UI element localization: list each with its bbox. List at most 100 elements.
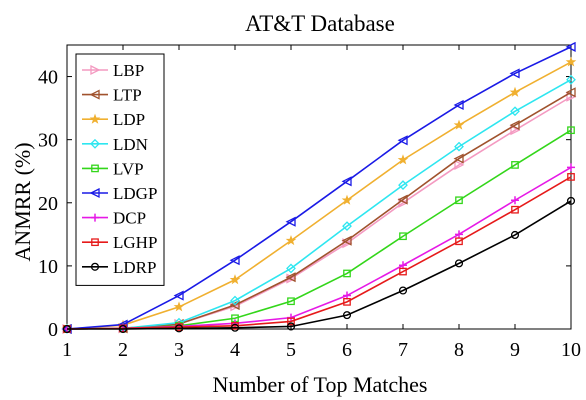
data-point-ldrp (398, 286, 408, 295)
data-point-ltp (229, 299, 240, 311)
data-point-lghp (399, 267, 407, 276)
data-point-lghp (343, 298, 351, 306)
legend-label: LDGP (113, 184, 157, 203)
data-point-ldrp (174, 324, 184, 333)
x-tick-label: 2 (118, 339, 128, 361)
legend-label: LDN (113, 135, 148, 154)
data-point-ldp (397, 154, 409, 165)
x-tick-label: 4 (230, 339, 240, 361)
data-point-ldp (285, 235, 297, 246)
series-ldgp (61, 41, 576, 335)
data-point-ldrp (118, 324, 128, 334)
data-point-ldrp (230, 323, 240, 332)
legend-marker (91, 164, 99, 173)
data-point-lghp (511, 205, 519, 214)
x-tick-label: 6 (342, 339, 352, 361)
y-axis-label: ANMRR (%) (10, 142, 35, 261)
legend-item-dcp: DCP (82, 209, 146, 228)
data-point-ldn (230, 295, 240, 306)
legend-item-lghp: LGHP (82, 233, 157, 252)
legend-marker (90, 64, 101, 76)
data-point-ldgp (341, 176, 352, 187)
data-point-ldn (398, 180, 408, 191)
x-tick-label: 5 (286, 339, 296, 361)
legend-label: LVP (113, 159, 144, 178)
axes: 1 2 3 4 5 6 7 8 9 10 0 10 20 30 40 (38, 44, 581, 361)
y-tick-label: 10 (38, 256, 58, 278)
data-point-lvp (343, 269, 351, 278)
series-layer (61, 41, 577, 335)
y-tick-label: 30 (38, 130, 58, 152)
data-point-ldgp (173, 290, 184, 301)
legend-item-lbp: LBP (82, 61, 144, 80)
series-line-ldrp (67, 200, 572, 330)
series-line-ldp (66, 61, 572, 330)
legend-label: LTP (113, 86, 142, 105)
data-point-ldrp (62, 324, 72, 334)
series-line-ldn (66, 79, 572, 330)
legend-label: LDP (113, 110, 145, 129)
data-point-ldn (510, 106, 520, 117)
data-point-lbp (454, 159, 465, 170)
data-point-lghp (455, 237, 463, 246)
data-point-ltp (341, 235, 352, 246)
x-tick-label: 1 (62, 339, 72, 361)
data-point-ldrp (342, 311, 352, 320)
data-point-dcp (455, 230, 463, 239)
legend-marker (89, 187, 100, 199)
legend-marker (89, 113, 101, 124)
data-point-ldp (453, 119, 465, 130)
data-point-lghp (287, 317, 295, 326)
data-point-ldrp (566, 196, 576, 205)
data-point-ltp (509, 120, 520, 131)
data-point-ldp (341, 194, 353, 205)
data-point-lvp (399, 232, 407, 241)
data-point-ldn (342, 221, 352, 232)
legend-marker (89, 89, 100, 100)
data-point-ldp (509, 86, 521, 97)
series-ldn (62, 74, 576, 334)
legend-item-ltp: LTP (82, 86, 142, 105)
data-point-lvp (511, 161, 519, 169)
plot-frame (66, 44, 572, 330)
series-line-ldgp (66, 46, 572, 330)
data-point-ldrp (286, 322, 296, 331)
data-point-ldrp (510, 230, 520, 240)
data-point-ldgp (229, 255, 240, 266)
x-tick-label: 3 (174, 339, 184, 361)
data-point-lvp (287, 297, 295, 306)
x-tick-label: 8 (454, 339, 464, 361)
data-point-ldgp (397, 135, 408, 146)
series-ldrp (62, 196, 576, 334)
data-point-lghp (567, 173, 575, 181)
data-point-ltp (285, 272, 296, 283)
legend-item-ldrp: LDRP (82, 258, 156, 277)
legend: LBP LTP LDP LDN LVP LDGP DCP LGHP LDRP (75, 53, 165, 286)
data-point-dcp (511, 196, 519, 205)
legend-item-ldgp: LDGP (82, 184, 157, 203)
data-point-ldgp (509, 68, 520, 79)
legend-label: LGHP (113, 233, 157, 252)
data-point-lvp (567, 126, 575, 135)
data-point-ltp (565, 87, 576, 98)
legend-marker (91, 213, 99, 222)
data-point-ldgp (453, 99, 464, 111)
data-point-dcp (567, 163, 575, 172)
data-point-ldp (229, 274, 241, 285)
legend-label: LBP (113, 61, 144, 80)
data-point-ldrp (454, 259, 464, 268)
data-point-ltp (397, 194, 408, 205)
legend-marker (91, 238, 99, 247)
legend-marker (90, 262, 100, 271)
y-tick-label: 0 (48, 319, 58, 341)
legend-item-lvp: LVP (82, 159, 144, 178)
x-tick-label: 10 (561, 339, 581, 361)
legend-box (75, 53, 165, 286)
x-tick-label: 9 (510, 339, 520, 361)
x-axis-label: Number of Top Matches (213, 372, 428, 397)
legend-item-ldn: LDN (82, 135, 148, 154)
legend-label: DCP (113, 209, 146, 228)
data-point-ldgp (565, 41, 576, 52)
data-point-lvp (455, 196, 463, 205)
